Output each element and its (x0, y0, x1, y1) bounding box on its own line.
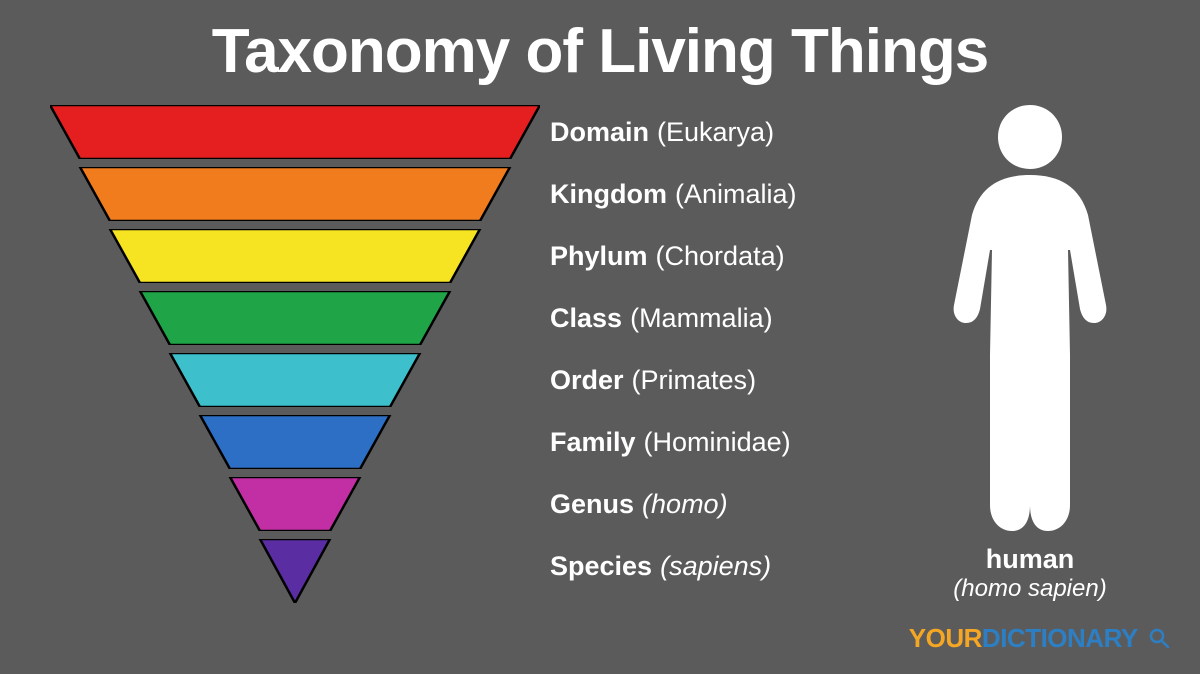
label-row-7: Species (sapiens) (550, 539, 880, 593)
example-label: (homo) (642, 489, 728, 520)
label-row-4: Order (Primates) (550, 353, 880, 407)
pyramid-row-3 (50, 291, 540, 345)
pyramid-shape-2 (110, 229, 480, 283)
example-label: (Mammalia) (630, 303, 773, 334)
magnifier-icon (1148, 625, 1170, 656)
silhouette-scientific: (homo sapien) (920, 575, 1140, 603)
example-label: (Eukarya) (657, 117, 774, 148)
pyramid-row-5 (50, 415, 540, 469)
silhouette-caption: human (homo sapien) (920, 544, 1140, 603)
logo-part2: DICTIONARY (982, 623, 1137, 653)
rank-label: Family (550, 427, 636, 458)
example-label: (Chordata) (656, 241, 785, 272)
rank-label: Class (550, 303, 622, 334)
logo-part1: YOUR (909, 623, 982, 653)
rank-label: Phylum (550, 241, 648, 272)
example-label: (Primates) (632, 365, 757, 396)
pyramid-shape-1 (80, 167, 510, 221)
label-row-6: Genus (homo) (550, 477, 880, 531)
pyramid-row-0 (50, 105, 540, 159)
pyramid-shape-4 (170, 353, 420, 407)
pyramid-shape-6 (230, 477, 360, 531)
pyramid-shape-5 (200, 415, 390, 469)
taxonomy-pyramid (50, 105, 540, 601)
pyramid-shape-3 (140, 291, 450, 345)
silhouette-name: human (920, 544, 1140, 575)
pyramid-row-1 (50, 167, 540, 221)
example-label: (sapiens) (660, 551, 771, 582)
yourdictionary-logo: YOURDICTIONARY (909, 623, 1170, 656)
human-silhouette-block: human (homo sapien) (920, 105, 1140, 603)
taxonomy-labels: Domain (Eukarya) Kingdom (Animalia) Phylum… (550, 105, 880, 601)
pyramid-row-7 (50, 539, 540, 593)
label-row-2: Phylum (Chordata) (550, 229, 880, 283)
rank-label: Genus (550, 489, 634, 520)
label-row-5: Family (Hominidae) (550, 415, 880, 469)
rank-label: Order (550, 365, 624, 396)
label-row-1: Kingdom (Animalia) (550, 167, 880, 221)
rank-label: Species (550, 551, 652, 582)
rank-label: Domain (550, 117, 649, 148)
page-title: Taxonomy of Living Things (0, 16, 1200, 87)
pyramid-row-6 (50, 477, 540, 531)
example-label: (Hominidae) (644, 427, 791, 458)
pyramid-shape-7 (260, 539, 330, 603)
pyramid-shape-0 (50, 105, 540, 159)
label-row-0: Domain (Eukarya) (550, 105, 880, 159)
pyramid-row-2 (50, 229, 540, 283)
rank-label: Kingdom (550, 179, 667, 210)
pyramid-row-4 (50, 353, 540, 407)
example-label: (Animalia) (675, 179, 797, 210)
human-silhouette-icon (930, 105, 1130, 535)
label-row-3: Class (Mammalia) (550, 291, 880, 345)
